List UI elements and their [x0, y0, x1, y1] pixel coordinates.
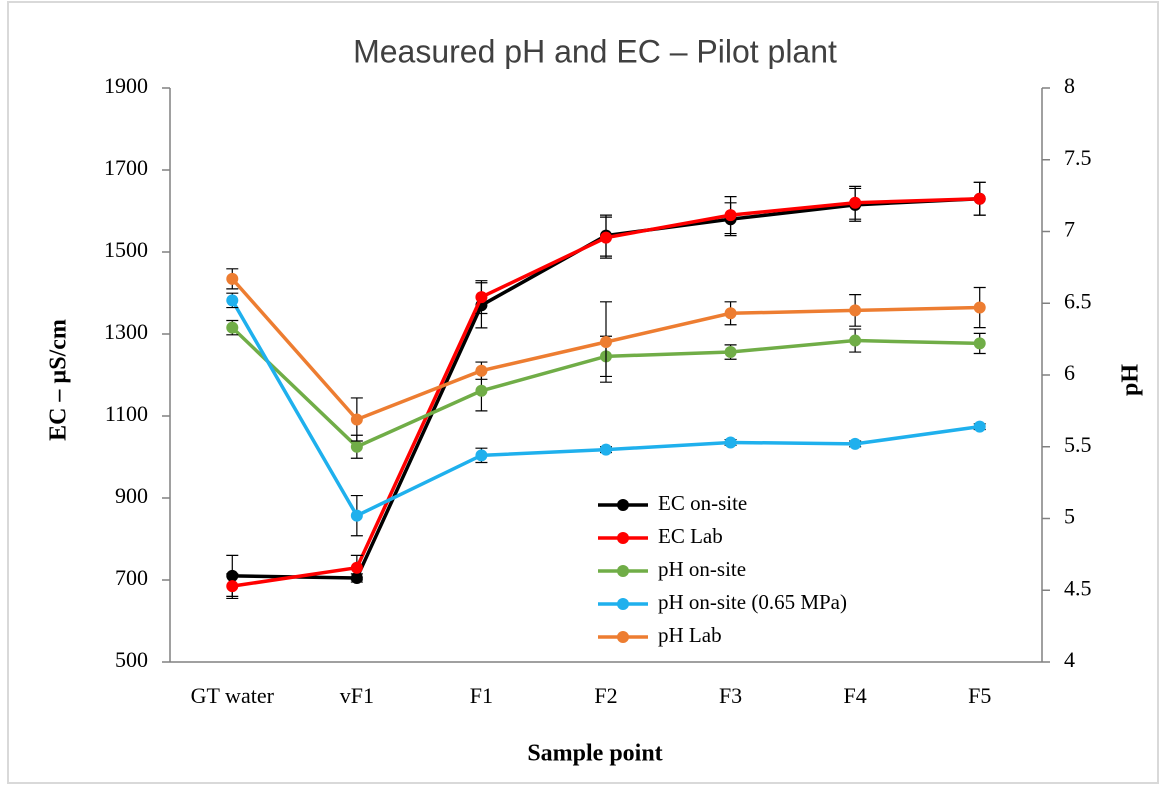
- x-tick-label: F5: [968, 683, 991, 708]
- chart-title: Measured pH and EC – Pilot plant: [353, 33, 837, 69]
- y-tick-label: 500: [115, 647, 148, 672]
- legend-label: EC Lab: [658, 524, 723, 548]
- y2-tick-label: 7.5: [1064, 145, 1092, 170]
- point: [475, 449, 488, 462]
- point: [350, 413, 363, 426]
- point: [724, 436, 737, 449]
- point: [724, 209, 737, 222]
- legend-marker: [617, 565, 629, 577]
- legend-label: EC on-site: [658, 491, 747, 515]
- y2-tick-label: 4.5: [1064, 575, 1092, 600]
- point: [849, 437, 862, 450]
- point: [973, 337, 986, 350]
- legend-label: pH Lab: [658, 623, 722, 647]
- point: [849, 196, 862, 209]
- legend-marker: [617, 598, 629, 610]
- point: [973, 192, 986, 205]
- point: [849, 334, 862, 347]
- y-tick-label: 1700: [104, 155, 148, 180]
- point: [849, 304, 862, 317]
- y2-tick-label: 5.5: [1064, 432, 1092, 457]
- x-tick-label: F1: [470, 683, 493, 708]
- y2-tick-label: 5: [1064, 504, 1075, 529]
- y-tick-label: 700: [115, 565, 148, 590]
- point: [973, 301, 986, 314]
- point: [475, 291, 488, 304]
- y-tick-label: 900: [115, 483, 148, 508]
- point: [350, 440, 363, 453]
- point: [724, 346, 737, 359]
- chart-frame: [7, 1, 1159, 784]
- x-tick-label: F3: [719, 683, 742, 708]
- x-tick-label: F2: [594, 683, 617, 708]
- point: [600, 231, 612, 244]
- point: [350, 509, 363, 522]
- y2-tick-label: 6: [1064, 360, 1075, 385]
- legend-label: pH on-site: [658, 557, 746, 581]
- point: [973, 420, 986, 433]
- y2-tick-label: 7: [1064, 217, 1075, 242]
- x-axis-label: Sample point: [527, 741, 662, 767]
- point: [600, 335, 612, 348]
- y2-axis-label: pH: [1118, 364, 1144, 396]
- x-tick-label: GT water: [191, 683, 275, 708]
- point: [226, 580, 239, 593]
- y-tick-label: 1300: [104, 319, 148, 344]
- point: [724, 307, 737, 320]
- point: [475, 364, 488, 377]
- legend-marker: [617, 499, 629, 511]
- legend-marker: [617, 631, 629, 643]
- point: [226, 294, 239, 307]
- legend-label: pH on-site (0.65 MPa): [658, 590, 847, 614]
- y-axis-label: EC – µS/cm: [46, 319, 72, 441]
- point: [226, 272, 239, 285]
- y2-tick-label: 4: [1064, 647, 1075, 672]
- x-tick-label: vF1: [340, 683, 374, 708]
- y-tick-label: 1500: [104, 237, 148, 262]
- point: [600, 443, 612, 456]
- point: [475, 384, 488, 397]
- point: [226, 321, 239, 334]
- point: [350, 561, 363, 574]
- legend-marker: [617, 532, 629, 544]
- y2-tick-label: 8: [1064, 73, 1075, 98]
- y2-tick-label: 6.5: [1064, 288, 1092, 313]
- x-tick-label: F4: [844, 683, 867, 708]
- y-tick-label: 1100: [105, 401, 148, 426]
- y-tick-label: 1900: [104, 73, 148, 98]
